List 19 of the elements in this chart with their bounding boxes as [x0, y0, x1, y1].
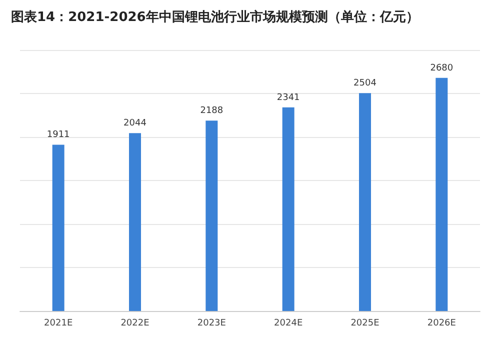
x-tick-label: 2025E — [350, 318, 380, 328]
x-tick-label: 2023E — [197, 318, 226, 328]
data-label: 1911 — [46, 130, 70, 140]
bar — [52, 144, 64, 311]
x-tick-label: 2024E — [274, 318, 303, 328]
x-tick-label: 2021E — [44, 318, 73, 328]
data-label: 2680 — [430, 63, 454, 74]
bar — [129, 133, 141, 311]
data-label: 2341 — [276, 92, 300, 103]
bar — [282, 107, 294, 311]
bar — [436, 78, 448, 311]
bar — [359, 93, 371, 311]
data-label: 2504 — [354, 78, 377, 89]
x-tick-label: 2022E — [120, 318, 150, 328]
data-label: 2188 — [200, 106, 224, 116]
x-tick-label: 2026E — [427, 318, 456, 328]
data-label: 2044 — [124, 118, 147, 129]
bar — [206, 120, 218, 311]
chart-title: 图表14：2021-2026年中国锂电池行业市场规模预测（单位：亿元） — [11, 9, 419, 25]
